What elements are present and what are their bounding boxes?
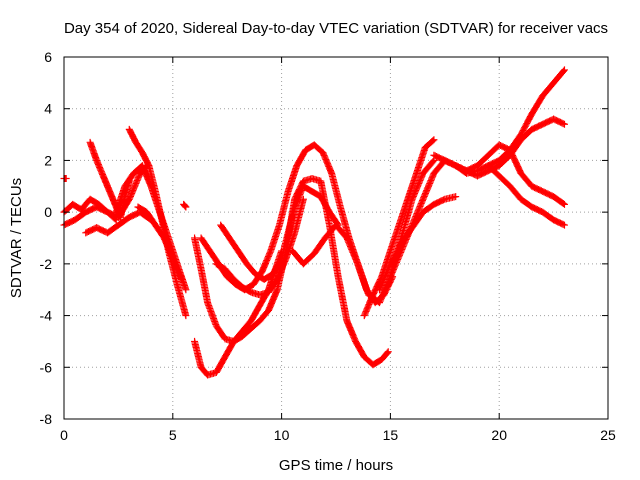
y-tick-label: -6 [40,359,53,375]
y-tick-label: 0 [44,204,52,220]
series-track-20 [452,141,568,208]
x-tick-labels: 0 5 10 15 20 25 [60,427,616,443]
data-point-markers [484,162,568,229]
data-point-markers [82,208,155,237]
data-point-markers [452,141,568,208]
x-tick-label: 5 [169,427,177,443]
data-point-markers [191,247,286,379]
axis-ticks [63,56,609,420]
data-point-markers [125,125,190,320]
series-track-11 [191,247,286,379]
series-track-4 [82,208,155,237]
series-track-12 [217,182,342,283]
data-point-markers [180,200,190,211]
data-point-markers [134,203,186,283]
grid-layer [64,57,608,419]
x-tick-label: 15 [383,427,399,443]
series-track-2 [60,175,70,183]
y-axis-label: SDTVAR / TECUs [8,178,25,298]
x-tick-label: 10 [274,427,290,443]
data-marks [60,66,568,379]
x-tick-label: 25 [600,427,616,443]
plot-frame [63,56,609,420]
y-tick-labels: -8 -6 -4 -2 0 2 4 6 [40,49,53,427]
series-track-16 [360,136,438,320]
data-point-markers [60,175,70,183]
series-track-8 [134,203,186,283]
x-tick-label: 20 [491,427,507,443]
chart-title: Day 354 of 2020, Sidereal Day-to-day VTE… [64,20,608,37]
x-axis-label: GPS time / hours [279,457,393,474]
y-tick-label: -8 [40,411,53,427]
series-track-9 [180,200,190,211]
y-tick-label: 6 [44,49,52,65]
y-tick-label: 2 [44,152,52,168]
y-tick-label: 4 [44,101,52,117]
x-tick-label: 0 [60,427,68,443]
y-tick-label: -4 [40,308,53,324]
series-track-6 [125,125,190,320]
y-tick-label: -2 [40,256,53,272]
data-point-markers [360,136,438,320]
series-track-21 [484,162,568,229]
data-point-markers [217,182,342,283]
